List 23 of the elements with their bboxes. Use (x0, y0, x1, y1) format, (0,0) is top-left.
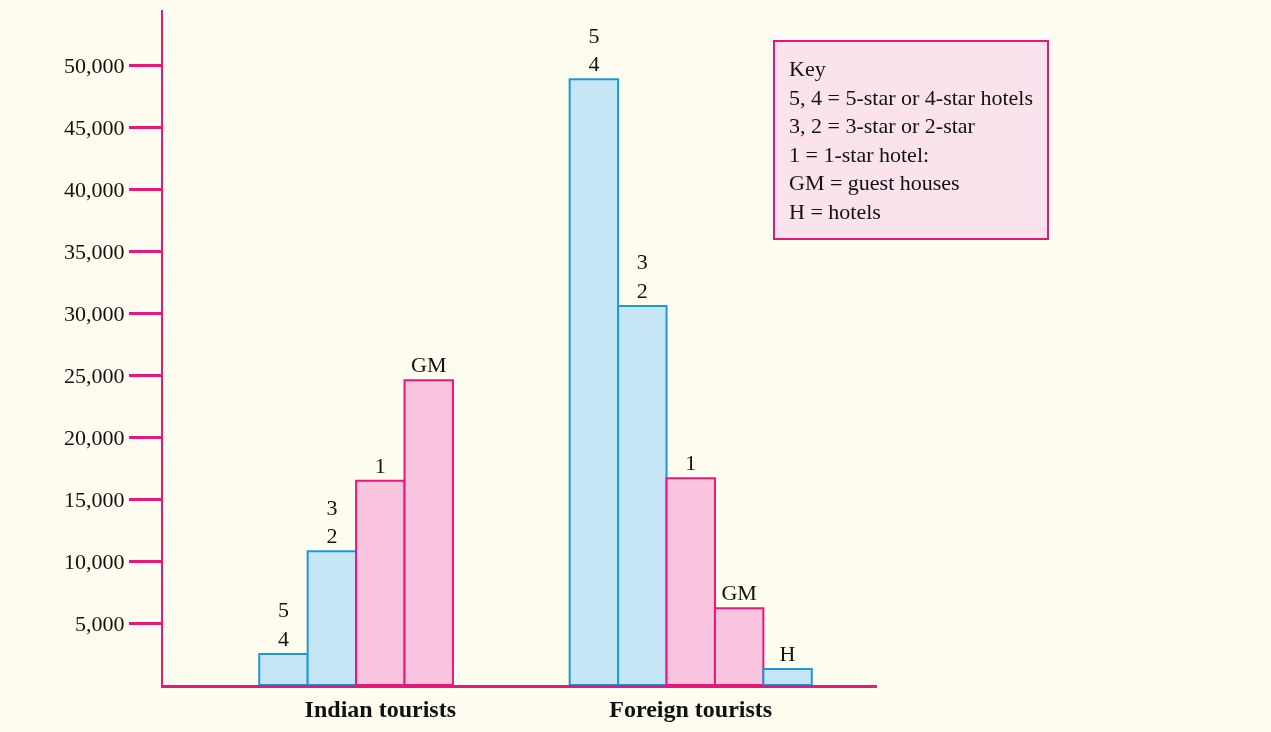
series-label: 5 4 (277, 597, 289, 652)
y-tick-label: 5,000 (75, 610, 125, 636)
y-tick-label: 45,000 (64, 115, 125, 141)
y-tick-label: 35,000 (64, 239, 125, 265)
y-tick-label: 10,000 (64, 548, 125, 574)
y-tick-label: 25,000 (64, 363, 125, 389)
text: 1 (685, 450, 697, 476)
series-label: GM (411, 352, 447, 378)
text: 3 2 (636, 249, 648, 304)
y-tick-label: 15,000 (64, 486, 125, 512)
bar (762, 667, 813, 685)
x-tick-label: Indian tourists (304, 695, 456, 722)
series-label: H (779, 640, 796, 666)
series-label: 1 (374, 452, 386, 478)
annotation: Key 5, 4 = 5-star or 4-star hotels 3, 2 = 3-star or 2-star 1 = 1-star hotel: GM = guest houses H = hotels (789, 56, 1033, 224)
text: 5 4 (588, 22, 600, 77)
text: GM (721, 580, 757, 606)
y-tick-label: 20,000 (64, 424, 125, 450)
y-tick-label: 50,000 (64, 53, 125, 79)
y-tick-label: 40,000 (64, 177, 125, 203)
y-tick-label: 30,000 (64, 301, 125, 327)
series-label: 3 2 (326, 494, 338, 549)
x-tick-label: Foreign tourists (609, 695, 773, 722)
